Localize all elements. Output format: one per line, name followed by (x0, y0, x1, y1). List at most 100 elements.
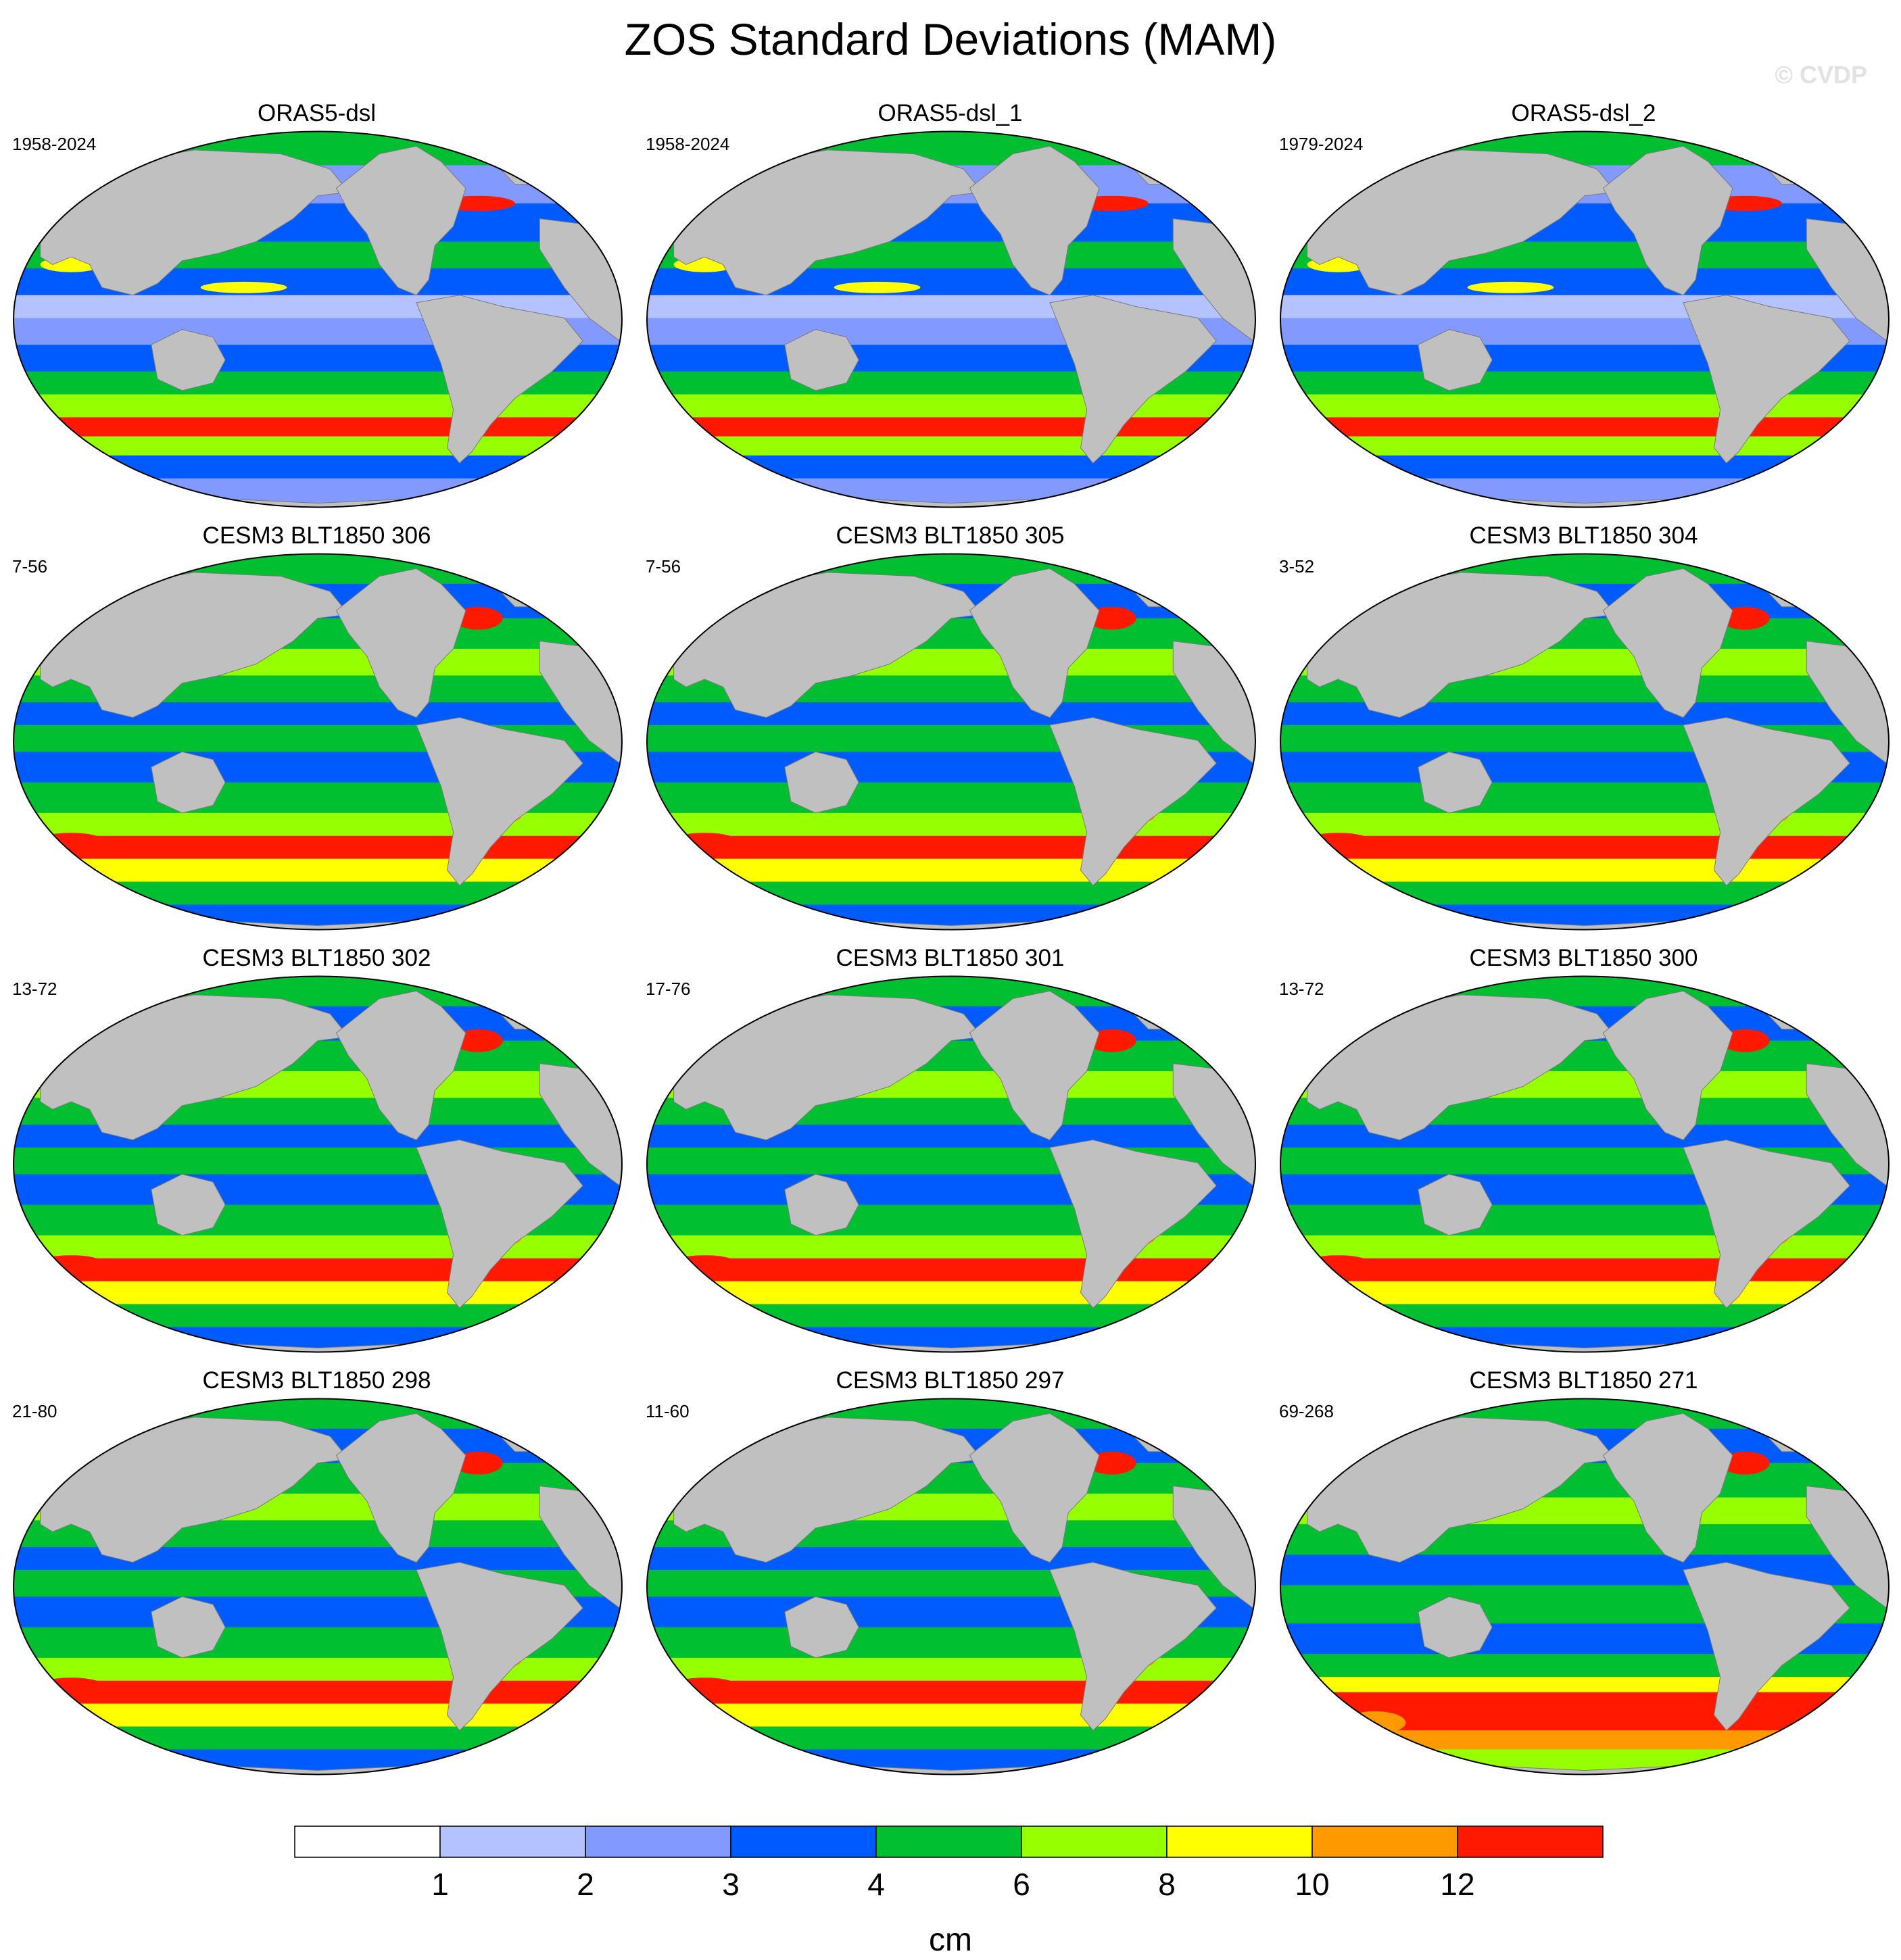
ssh-std-band (1280, 1654, 1889, 1678)
ssh-std-band (647, 976, 1255, 1007)
colorbar-swatch (1166, 1826, 1313, 1858)
map-svg (646, 975, 1256, 1353)
colorbar: 1 2 3 4 6 8 10 12 cm (0, 1825, 1901, 1960)
panel-period-label: 69-268 (1279, 1401, 1334, 1421)
ssh-std-band (14, 131, 622, 166)
land-australia (784, 1173, 859, 1236)
panel-period-label: 7-56 (646, 556, 681, 577)
colorbar-tick-label: 4 (867, 1867, 885, 1902)
map-svg (646, 130, 1256, 508)
ssh-std-hotspot (1467, 281, 1554, 293)
map-panel: CESM3 BLT1850 302 13-72 (0, 939, 633, 1362)
ssh-std-hotspot (453, 1029, 503, 1052)
ssh-std-band (14, 417, 622, 437)
ssh-std-band (647, 436, 1255, 456)
ssh-std-band (14, 1398, 622, 1429)
land-eurasia-africa (1307, 1417, 1616, 1563)
land-south-america (1049, 1140, 1217, 1308)
ssh-std-band (14, 858, 622, 883)
land-eurasia-africa (673, 149, 983, 296)
map-panel: ORAS5-dsl 1958-2024 (0, 95, 633, 517)
colorbar-swatch (1021, 1826, 1168, 1858)
map-field (14, 976, 622, 1352)
ssh-std-band (1280, 1281, 1889, 1305)
ssh-std-band (14, 812, 622, 837)
panel-title: CESM3 BLT1850 306 (202, 522, 431, 549)
map-panel: CESM3 BLT1850 306 7-56 (0, 517, 633, 939)
ssh-std-band (647, 1281, 1255, 1305)
map-border (646, 130, 1256, 508)
ssh-std-band (647, 455, 1255, 479)
land-eurasia-africa (673, 1417, 983, 1563)
land-australia (151, 328, 226, 391)
ssh-std-band (1280, 812, 1889, 837)
map-svg (13, 130, 623, 508)
ssh-std-band (14, 1726, 622, 1750)
ssh-std-band (1280, 554, 1889, 585)
colorbar-swatch (730, 1826, 877, 1858)
ssh-std-band (1280, 417, 1889, 437)
map-border (646, 1398, 1256, 1775)
ssh-std-band (1280, 976, 1889, 1007)
ssh-std-hotspot (834, 281, 921, 293)
ssh-std-hotspot (1086, 606, 1136, 630)
ssh-std-band (647, 394, 1255, 418)
ssh-std-hotspot (200, 281, 287, 293)
map-panel-grid: ORAS5-dsl 1958-2024 ORAS5-dsl_1 1958-2024 OR… (0, 95, 1901, 1784)
land-eurasia-africa (40, 1417, 350, 1563)
map-border (13, 975, 623, 1353)
ssh-std-band (1280, 881, 1889, 906)
ssh-std-hotspot (1307, 833, 1369, 847)
panel-period-label: 1958-2024 (12, 134, 97, 154)
map-border (1280, 975, 1890, 1353)
colorbar-swatch (585, 1826, 731, 1858)
land-australia (784, 751, 859, 814)
land-north-america (1602, 145, 1733, 296)
land-australia (784, 328, 859, 391)
map-border (13, 553, 623, 931)
map-panel: CESM3 BLT1850 300 13-72 (1267, 939, 1900, 1362)
land-north-america (335, 568, 466, 718)
colorbar-tick-label: 8 (1158, 1867, 1176, 1902)
ssh-std-band (647, 1703, 1255, 1728)
map-panel: CESM3 BLT1850 305 7-56 (633, 517, 1267, 939)
land-south-america (416, 717, 583, 886)
colorbar-tick-label: 3 (722, 1867, 740, 1902)
ssh-std-hotspot (453, 606, 503, 630)
map-panel: CESM3 BLT1850 298 21-80 (0, 1362, 633, 1784)
land-north-america (969, 145, 1100, 296)
map-border (1280, 553, 1890, 931)
map-border (13, 130, 623, 508)
land-eurasia-africa (1307, 149, 1616, 296)
ssh-std-band (647, 1304, 1255, 1328)
ssh-std-hotspot (40, 1677, 102, 1692)
land-south-america (1049, 295, 1217, 464)
panel-title: CESM3 BLT1850 301 (836, 945, 1065, 971)
land-eurasia-africa (1307, 994, 1616, 1141)
map-border (1280, 130, 1890, 508)
panel-title: ORAS5-dsl (257, 100, 377, 126)
land-north-america (1602, 1413, 1733, 1563)
ssh-std-hotspot (1307, 1255, 1369, 1269)
colorbar-swatch (294, 1826, 441, 1858)
panel-period-label: 17-76 (646, 979, 691, 999)
watermark: © CVDP (1775, 61, 1867, 89)
ssh-std-band (14, 394, 622, 418)
ssh-std-band (1280, 1304, 1889, 1328)
ssh-std-band (14, 881, 622, 906)
land-north-america (969, 990, 1100, 1141)
land-north-america (335, 145, 466, 296)
colorbar-svg: 1 2 3 4 6 8 10 12 (294, 1826, 1604, 1902)
ssh-std-band (1280, 455, 1889, 479)
map-panel: CESM3 BLT1850 301 17-76 (633, 939, 1267, 1362)
panel-title: CESM3 BLT1850 300 (1469, 945, 1698, 971)
ssh-std-hotspot (673, 833, 736, 847)
panel-title: ORAS5-dsl_2 (1511, 100, 1656, 126)
ssh-std-band (1280, 835, 1889, 860)
panel-title: CESM3 BLT1850 304 (1469, 522, 1698, 549)
land-south-america (1049, 717, 1217, 886)
map-panel: CESM3 BLT1850 271 69-268 (1267, 1362, 1900, 1784)
ssh-std-hotspot (1720, 1451, 1770, 1475)
colorbar-swatch (1457, 1826, 1604, 1858)
ssh-std-hotspot (1086, 1451, 1136, 1475)
